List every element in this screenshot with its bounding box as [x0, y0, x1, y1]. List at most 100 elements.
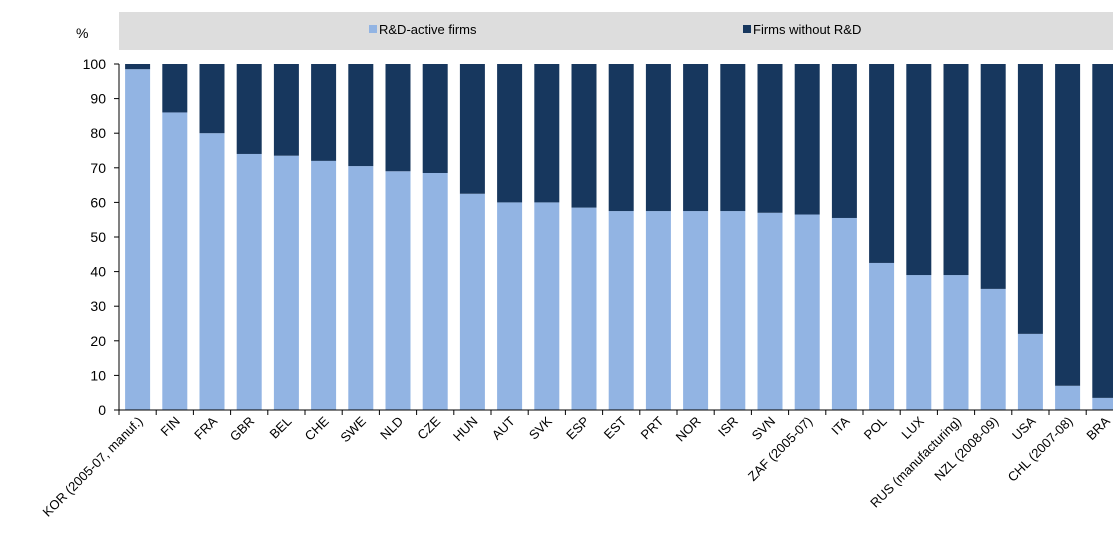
- x-category-label: CZE: [414, 413, 443, 442]
- legend-label-rd-active: R&D-active firms: [379, 22, 477, 37]
- x-category-label: CHL (2007-08): [1005, 414, 1076, 485]
- bar-rd-active: [422, 172, 448, 410]
- x-category-label: HUN: [450, 414, 481, 445]
- bar-rd-active: [236, 153, 262, 410]
- bar-rd-active: [720, 211, 746, 410]
- bar-without-rd: [534, 64, 560, 203]
- bar-without-rd: [645, 64, 671, 212]
- x-category-label: KOR (2005-07, manuf.): [40, 414, 146, 520]
- x-category-label: USA: [1009, 413, 1039, 443]
- bar-rd-active: [831, 217, 857, 410]
- bar-without-rd: [980, 64, 1006, 289]
- bar-rd-active: [199, 133, 225, 410]
- bar-rd-active: [1092, 397, 1113, 410]
- bar-without-rd: [757, 64, 783, 213]
- bar-without-rd: [422, 64, 448, 173]
- x-category-label: ISR: [715, 414, 741, 440]
- bar-rd-active: [645, 211, 671, 410]
- x-category-label: SVN: [749, 414, 779, 444]
- bar-without-rd: [794, 64, 820, 215]
- bar-rd-active: [794, 214, 820, 410]
- x-category-label: POL: [861, 414, 890, 443]
- bar-rd-active: [162, 112, 188, 410]
- y-tick-label: 40: [90, 264, 106, 280]
- x-category-label: GBR: [227, 414, 258, 445]
- y-tick-label: 50: [90, 229, 106, 245]
- bar-rd-active: [608, 211, 634, 410]
- bar-without-rd: [608, 64, 634, 212]
- y-tick-label: 70: [90, 160, 106, 176]
- bar-without-rd: [1092, 64, 1113, 398]
- bar-without-rd: [125, 64, 151, 70]
- bar-without-rd: [459, 64, 485, 194]
- y-tick-label: 90: [90, 91, 106, 107]
- y-tick-label: 60: [90, 194, 106, 210]
- bar-without-rd: [720, 64, 746, 212]
- bar-without-rd: [236, 64, 262, 154]
- bar-rd-active: [980, 288, 1006, 410]
- bar-without-rd: [943, 64, 969, 276]
- bar-without-rd: [497, 64, 523, 203]
- x-category-label: BRA: [1083, 413, 1113, 443]
- bar-rd-active: [943, 275, 969, 410]
- x-category-label: NOR: [673, 414, 704, 445]
- bar-without-rd: [683, 64, 709, 212]
- bar-without-rd: [1017, 64, 1043, 334]
- y-tick-label: 20: [90, 333, 106, 349]
- y-tick-label: 30: [90, 298, 106, 314]
- x-category-label: BEL: [267, 414, 295, 442]
- x-category-label: FRA: [191, 413, 220, 442]
- legend-item-without-rd: Firms without R&D: [743, 22, 861, 37]
- unit-label: %: [76, 25, 88, 41]
- bar-without-rd: [348, 64, 374, 167]
- bar-rd-active: [1017, 333, 1043, 410]
- x-category-label: LUX: [898, 413, 927, 442]
- bar-rd-active: [757, 212, 783, 410]
- bar-without-rd: [869, 64, 895, 263]
- y-tick-label: 10: [90, 367, 106, 383]
- legend-swatch-without-rd: [743, 25, 751, 33]
- bar-without-rd: [311, 64, 337, 161]
- bar-rd-active: [273, 155, 299, 410]
- bar-without-rd: [906, 64, 932, 276]
- y-tick-label: 80: [90, 125, 106, 141]
- bar-rd-active: [869, 262, 895, 410]
- x-category-label: PRT: [638, 413, 667, 442]
- x-category-label: ESP: [563, 414, 592, 443]
- bar-rd-active: [534, 202, 560, 410]
- x-category-label: EST: [601, 413, 630, 442]
- legend-label-without-rd: Firms without R&D: [753, 22, 861, 37]
- bar-without-rd: [199, 64, 225, 134]
- y-tick-label: 100: [83, 56, 107, 72]
- legend: R&D-active firms Firms without R&D: [369, 22, 861, 37]
- bar-rd-active: [125, 69, 151, 410]
- bar-rd-active: [497, 202, 523, 410]
- legend-swatch-rd-active: [369, 25, 377, 33]
- bar-rd-active: [348, 166, 374, 410]
- bar-without-rd: [831, 64, 857, 218]
- bar-without-rd: [162, 64, 188, 113]
- bar-without-rd: [273, 64, 299, 156]
- bar-without-rd: [1055, 64, 1081, 386]
- x-category-label: FIN: [157, 414, 182, 439]
- x-category-label: ZAF (2005-07): [745, 414, 815, 484]
- bar-rd-active: [1055, 385, 1081, 410]
- bar-rd-active: [311, 160, 337, 410]
- x-category-label: NLD: [377, 414, 406, 443]
- bar-rd-active: [385, 171, 411, 410]
- legend-background: [119, 12, 1113, 50]
- x-category-label: SWE: [337, 413, 369, 445]
- bar-rd-active: [459, 193, 485, 410]
- x-category-label: ITA: [828, 413, 852, 437]
- bar-rd-active: [906, 275, 932, 410]
- x-category-label: AUT: [489, 413, 518, 442]
- bar-rd-active: [683, 211, 709, 410]
- x-category-label: CHE: [302, 413, 332, 443]
- plot-area: 0 10 20 30 40 50 60 70 80 90 100 KOR (2005-07, manu…: [40, 56, 1113, 520]
- x-category-label: SVK: [526, 413, 555, 442]
- bar-without-rd: [385, 64, 411, 172]
- y-tick-label: 0: [98, 402, 106, 418]
- bar-rd-active: [571, 207, 597, 410]
- legend-item-rd-active: R&D-active firms: [369, 22, 477, 37]
